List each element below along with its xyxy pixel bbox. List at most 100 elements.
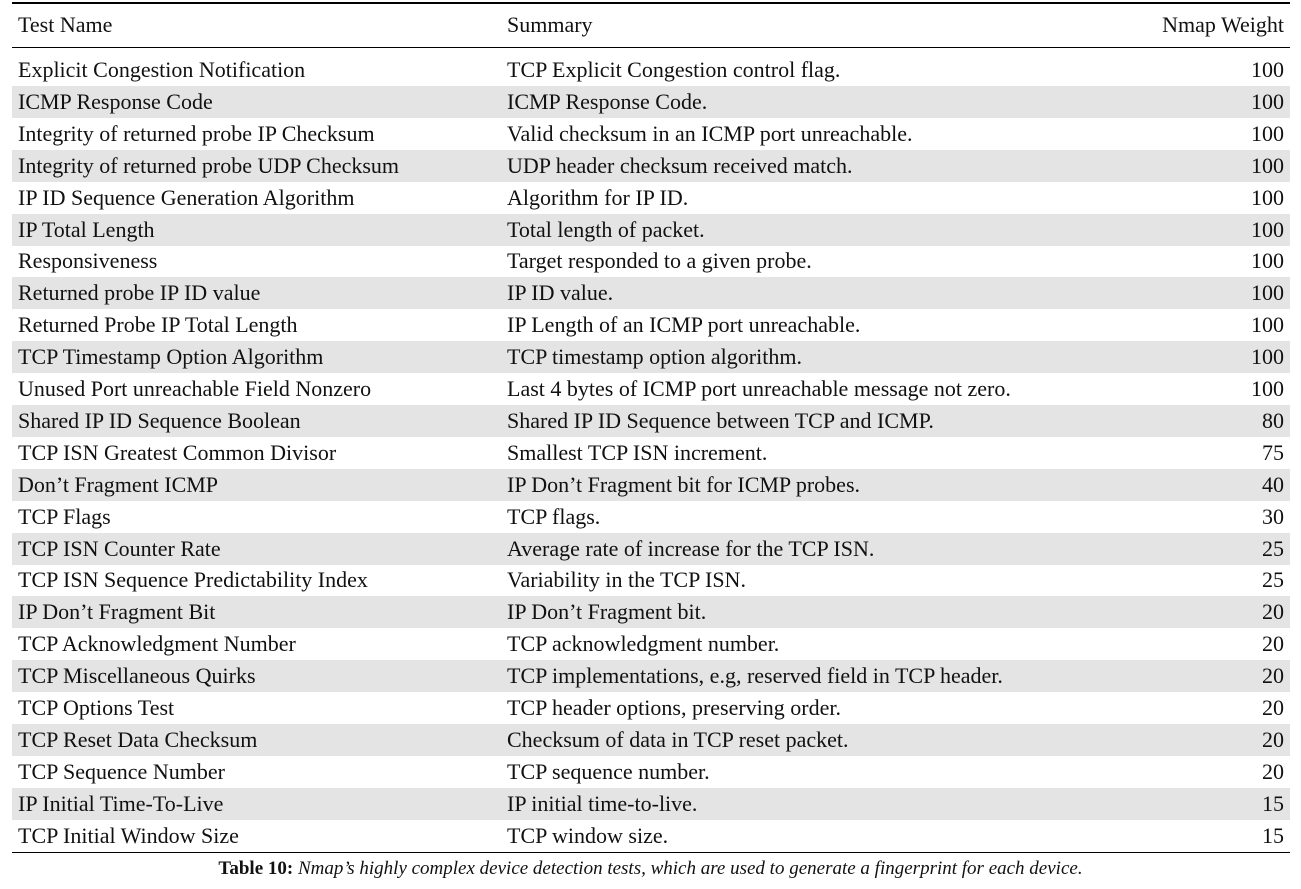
test-name: IP Initial Time-To-Live (18, 790, 224, 816)
table-row: TCP Initial Window Size TCP window size. 1… (12, 820, 1290, 852)
table-row: TCP Flags TCP flags. 30 (12, 501, 1290, 533)
test-name: IP Total Length (18, 216, 155, 242)
nmap-weight: 100 (1251, 248, 1284, 274)
summary: Shared IP ID Sequence between TCP and IC… (507, 407, 934, 433)
nmap-weight: 100 (1251, 184, 1284, 210)
table-row: IP Total Length Total length of packet. 10… (12, 213, 1290, 246)
test-name: Explicit Congestion Notification (18, 57, 306, 82)
test-name: Returned probe IP ID value (18, 280, 261, 306)
nmap-weight: 40 (1262, 471, 1284, 497)
test-name: IP ID Sequence Generation Algorithm (18, 184, 355, 210)
table-row: Integrity of returned probe IP Checksum V… (12, 118, 1290, 150)
test-name: TCP Timestamp Option Algorithm (18, 344, 324, 370)
nmap-weight: 100 (1251, 216, 1284, 242)
test-name: Unused Port unreachable Field Nonzero (18, 376, 372, 401)
test-name: TCP ISN Sequence Predictability Index (18, 567, 368, 593)
nmap-weight: 100 (1251, 376, 1284, 401)
table-row: Don’t Fragment ICMP IP Don’t Fragment bit… (12, 468, 1290, 501)
nmap-weight: 100 (1251, 120, 1284, 146)
test-name: TCP ISN Counter Rate (18, 535, 221, 561)
table-row: IP Initial Time-To-Live IP initial time-t… (12, 787, 1290, 820)
summary: IP ID value. (507, 280, 614, 306)
summary: TCP timestamp option algorithm. (507, 344, 802, 370)
nmap-weight: 75 (1262, 439, 1284, 465)
table-row: TCP Reset Data Checksum Checksum of data … (12, 723, 1290, 756)
table-row: TCP Miscellaneous Quirks TCP implementati… (12, 660, 1290, 693)
table-row: TCP Sequence Number TCP sequence number. 2… (12, 756, 1290, 788)
table-row: IP Don’t Fragment Bit IP Don’t Fragment b… (12, 596, 1290, 629)
table-row: Returned Probe IP Total Length IP Length … (12, 309, 1290, 341)
summary: IP Don’t Fragment bit for ICMP probes. (507, 471, 860, 497)
test-name: Shared IP ID Sequence Boolean (18, 407, 301, 433)
table-row: TCP Timestamp Option Algorithm TCP timest… (12, 341, 1290, 374)
summary: TCP header options, preserving order. (507, 695, 841, 720)
summary: Valid checksum in an ICMP port unreachab… (507, 120, 913, 146)
summary: IP Length of an ICMP port unreachable. (507, 312, 861, 338)
summary: IP Don’t Fragment bit. (507, 599, 707, 625)
test-name: Returned Probe IP Total Length (18, 312, 298, 338)
test-name: Responsiveness (18, 248, 158, 274)
summary: TCP acknowledgment number. (507, 631, 780, 657)
summary: TCP window size. (507, 822, 669, 848)
test-name: TCP Options Test (18, 695, 175, 720)
test-name: TCP Sequence Number (18, 758, 225, 784)
test-name: IP Don’t Fragment Bit (18, 599, 216, 625)
table-row: TCP Acknowledgment Number TCP acknowledgm… (12, 628, 1290, 660)
table-row: Responsiveness Target responded to a give… (12, 245, 1290, 277)
test-name: TCP Miscellaneous Quirks (18, 663, 256, 689)
summary: Variability in the TCP ISN. (507, 567, 746, 593)
nmap-weight: 100 (1251, 312, 1284, 338)
test-name: TCP Reset Data Checksum (18, 726, 258, 752)
table-row: Unused Port unreachable Field Nonzero Las… (12, 373, 1290, 405)
nmap-weight: 25 (1262, 567, 1284, 593)
header-cell: Nmap Weight (1162, 12, 1284, 37)
summary: TCP flags. (507, 503, 601, 529)
header-rule (12, 47, 1290, 48)
test-name: Integrity of returned probe IP Checksum (18, 120, 375, 146)
nmap-weight: 20 (1262, 726, 1284, 752)
header-cell: Test Name (18, 12, 113, 37)
table-row: TCP ISN Counter Rate Average rate of incr… (12, 532, 1290, 565)
table-row: Shared IP ID Sequence Boolean Shared IP I… (12, 404, 1290, 437)
summary: Total length of packet. (507, 216, 705, 242)
test-name: Don’t Fragment ICMP (18, 471, 219, 497)
header-row: Test Name Summary Nmap Weight (12, 9, 1290, 41)
table-row: Explicit Congestion Notification TCP Expl… (12, 54, 1290, 86)
nmap-weight: 25 (1262, 535, 1284, 561)
summary: UDP header checksum received match. (507, 152, 853, 178)
nmap-weight: 15 (1262, 790, 1284, 816)
summary: Target responded to a given probe. (507, 248, 812, 274)
nmap-weight: 20 (1262, 599, 1284, 625)
top-rule (12, 2, 1290, 4)
test-name: TCP ISN Greatest Common Divisor (18, 439, 337, 465)
nmap-weight: 20 (1262, 695, 1284, 720)
nmap-weight: 100 (1251, 88, 1284, 114)
summary: IP initial time-to-live. (507, 790, 698, 816)
nmap-weight: 100 (1251, 280, 1284, 306)
bottom-rule (12, 852, 1290, 853)
caption-label: Table 10: (218, 858, 294, 879)
header-cell: Summary (507, 12, 593, 37)
caption: Table 10: Nmap’s highly complex device d… (0, 858, 1301, 880)
summary: Smallest TCP ISN increment. (507, 439, 768, 465)
caption-text: Nmap’s highly complex device detection t… (297, 858, 1083, 879)
nmap-weight: 100 (1251, 344, 1284, 370)
table-row: TCP ISN Sequence Predictability Index Var… (12, 564, 1290, 596)
nmap-weight: 80 (1262, 407, 1284, 433)
nmap-weight: 100 (1251, 152, 1284, 178)
test-name: TCP Flags (18, 503, 111, 529)
table-row: ICMP Response Code ICMP Response Code. 100 (12, 85, 1290, 118)
nmap-weight: 15 (1262, 822, 1284, 848)
summary: Last 4 bytes of ICMP port unreachable me… (507, 376, 1011, 401)
table-row: IP ID Sequence Generation Algorithm Algor… (12, 182, 1290, 214)
table-row: Integrity of returned probe UDP Checksum… (12, 149, 1290, 182)
table-row: TCP Options Test TCP header options, pres… (12, 692, 1290, 724)
test-name: TCP Initial Window Size (18, 822, 239, 848)
nmap-weight: 20 (1262, 631, 1284, 657)
nmap-weight: 100 (1251, 57, 1284, 82)
test-name: TCP Acknowledgment Number (18, 631, 296, 657)
summary: Checksum of data in TCP reset packet. (507, 726, 849, 752)
nmap-weight: 30 (1262, 503, 1284, 529)
summary: ICMP Response Code. (507, 88, 708, 114)
